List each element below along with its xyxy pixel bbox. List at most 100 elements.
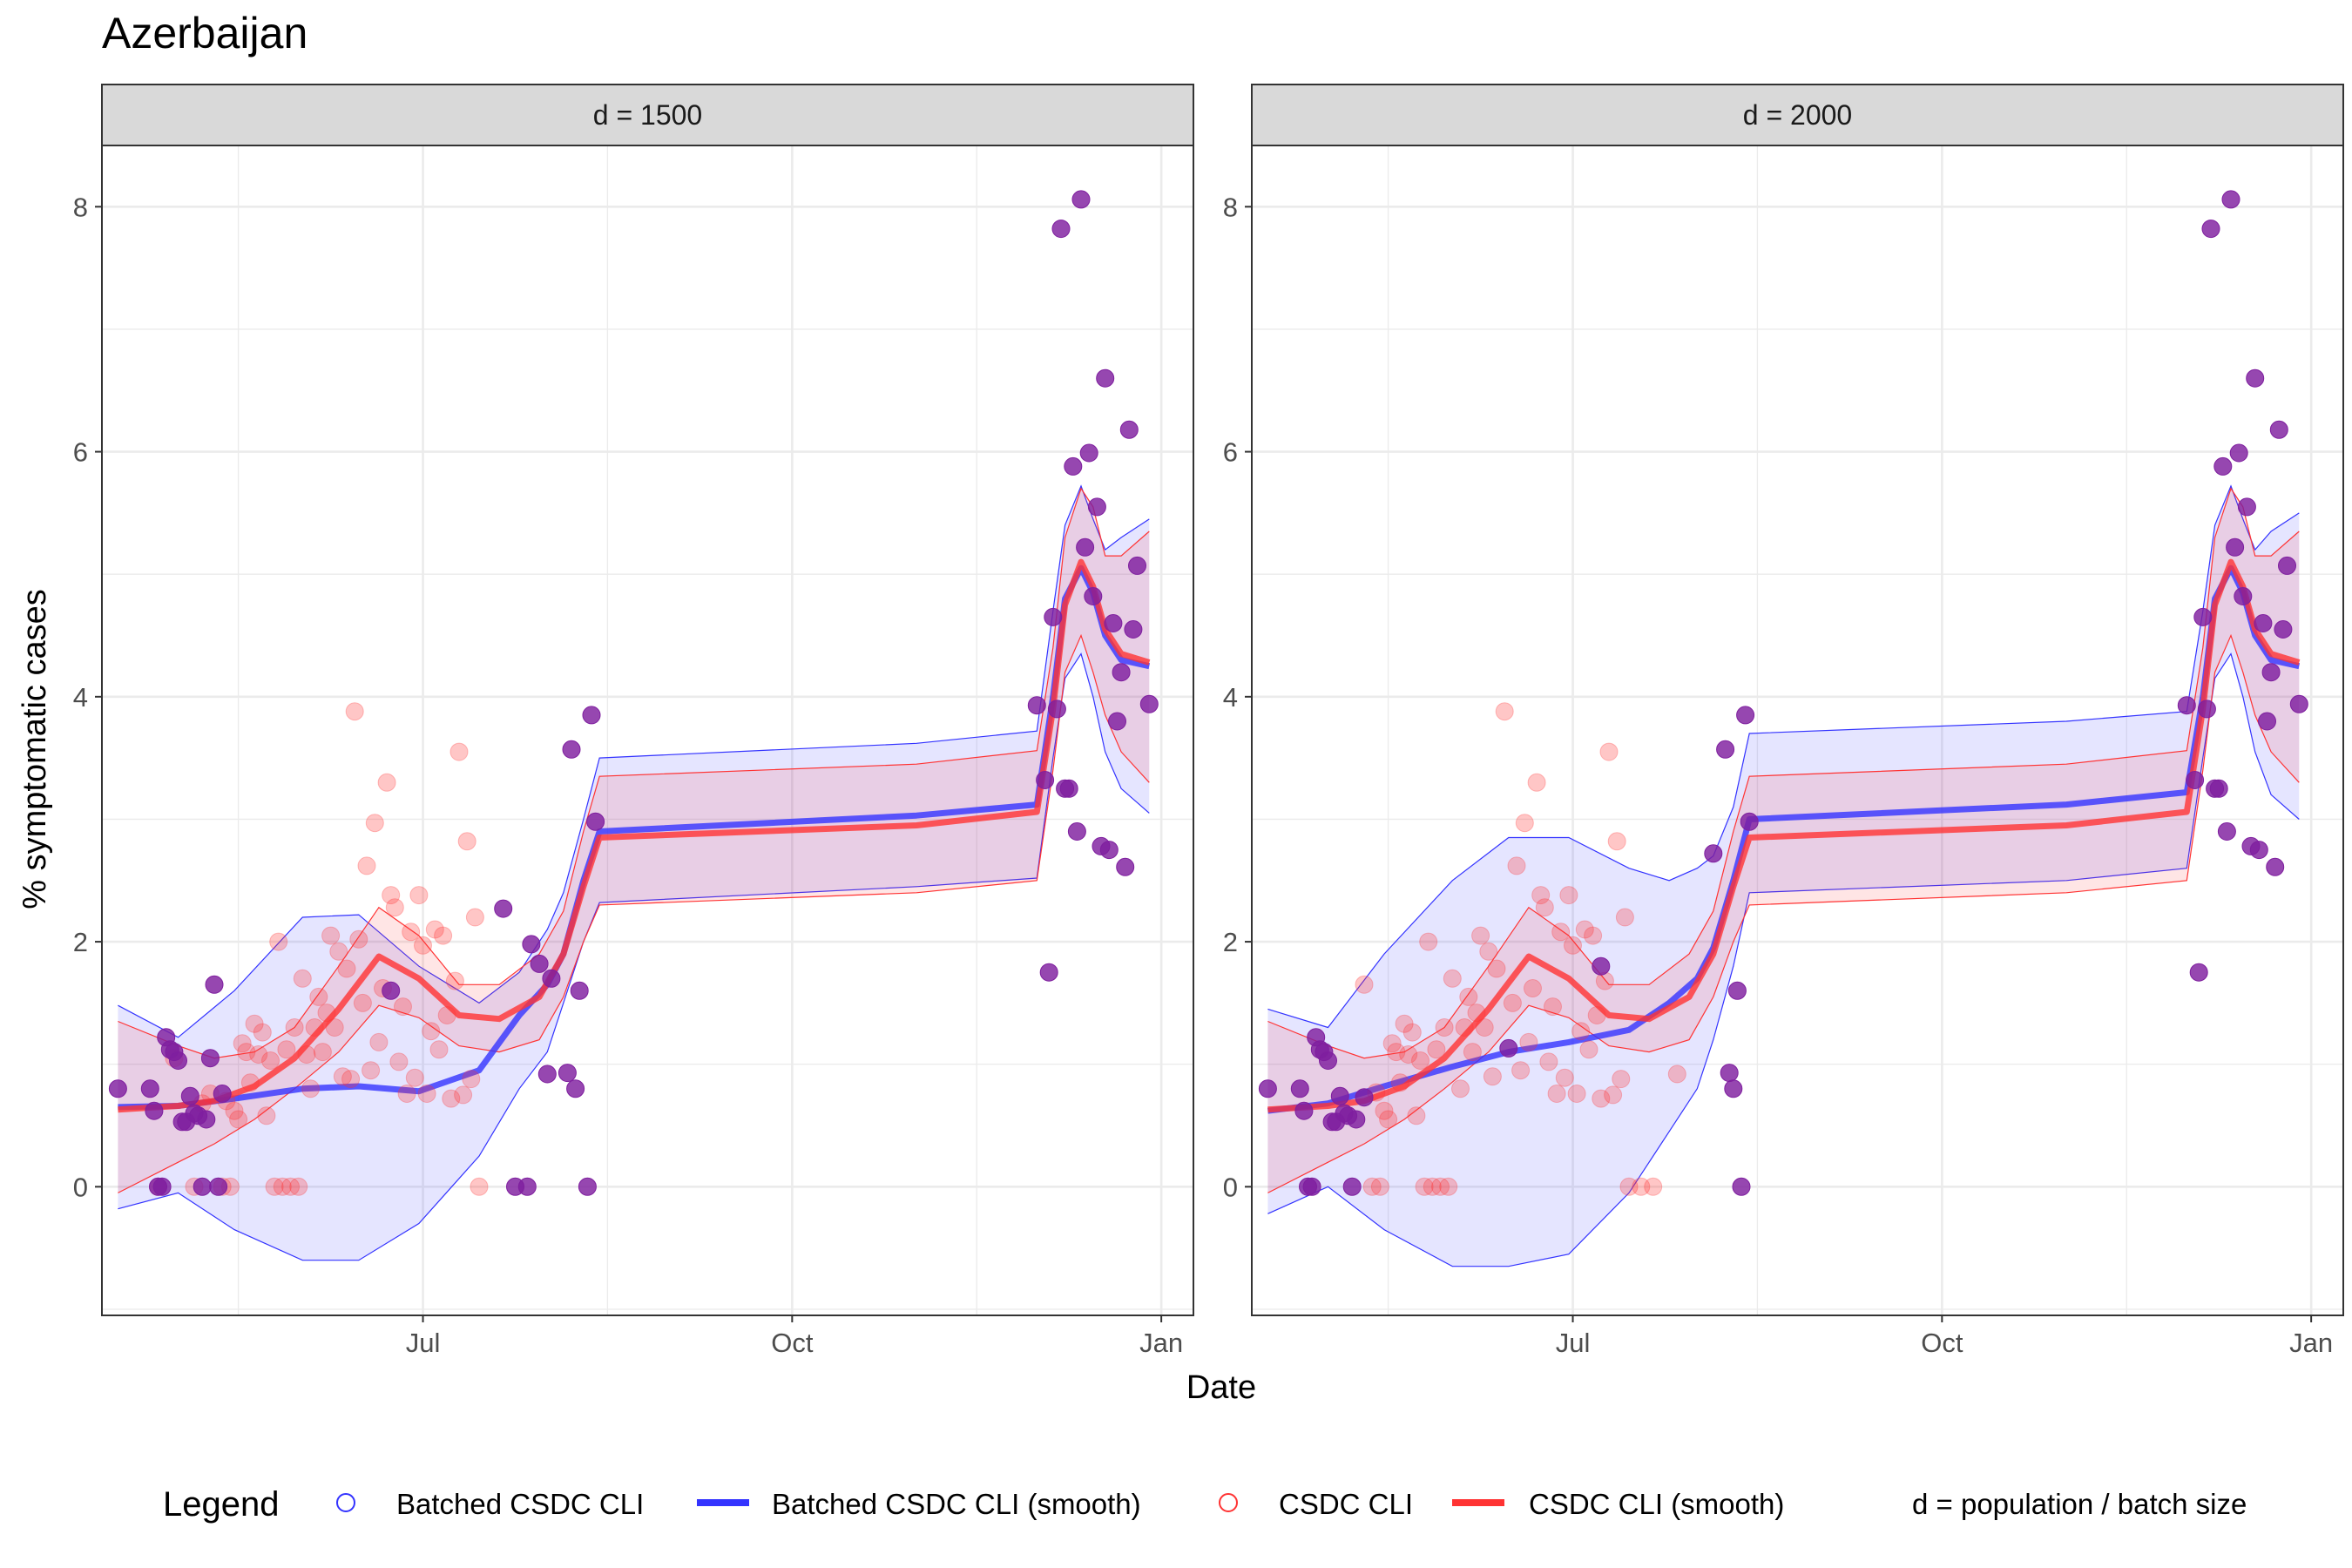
batched-cli-point	[1499, 1038, 1518, 1058]
chart-title: Azerbaijan	[102, 9, 308, 57]
csdc-cli-point	[1435, 1018, 1454, 1037]
csdc-cli-point	[437, 1006, 456, 1024]
csdc-cli-point	[1527, 773, 1546, 792]
csdc-cli-point	[1507, 856, 1526, 875]
batched-cli-point	[1047, 700, 1066, 719]
csdc-cli-point	[1355, 975, 1374, 994]
csdc-cli-point	[1571, 1022, 1591, 1041]
csdc-cli-point	[337, 959, 356, 978]
batched-cli-point	[1071, 190, 1091, 209]
csdc-cli-point	[1399, 1045, 1418, 1064]
csdc-cli-point	[1579, 1040, 1598, 1059]
csdc-cli-point	[414, 936, 432, 955]
csdc-cli-point	[462, 1070, 481, 1089]
batched-cli-point	[522, 935, 541, 954]
batched-cli-point	[2274, 620, 2293, 639]
batched-cli-point	[1290, 1079, 1309, 1098]
csdc-cli-point	[313, 1043, 332, 1062]
csdc-cli-point	[233, 1034, 252, 1053]
csdc-cli-point	[253, 1023, 272, 1042]
batched-cli-point	[1294, 1101, 1314, 1120]
smooth-line-csdc	[118, 558, 1151, 1113]
csdc-cli-point	[273, 1177, 292, 1196]
batched-cli-point	[2258, 712, 2276, 731]
csdc-cli-point	[1592, 1089, 1611, 1108]
x-tick-label: Jul	[406, 1328, 441, 1358]
batched-cli-point	[1139, 694, 1159, 713]
y-axis-label: % symptomatic cases	[17, 589, 53, 909]
csdc-cli-point	[289, 1177, 308, 1196]
csdc-cli-point	[405, 1068, 424, 1087]
csdc-cli-point	[1455, 1018, 1474, 1037]
csdc-cli-point	[1483, 1067, 1502, 1086]
csdc-cli-point	[369, 1032, 389, 1051]
csdc-cli-point	[1431, 1177, 1450, 1196]
batched-cli-point	[2261, 663, 2281, 682]
csdc-cli-point	[1607, 832, 1626, 851]
csdc-cli-point	[1551, 923, 1571, 942]
batched-cli-point	[2269, 420, 2288, 439]
batched-cli-point	[1732, 1177, 1751, 1196]
facet-panel-d2000: d = 2000 0 2 4 6 8 Jul Oct Jan	[1223, 84, 2344, 1358]
csdc-cli-point	[281, 1177, 300, 1196]
csdc-cli-point	[1575, 920, 1594, 939]
csdc-cli-point	[365, 814, 384, 833]
batched-cli-point	[2234, 587, 2253, 605]
batched-cli-point	[2197, 700, 2216, 719]
batched-cli-point	[1119, 420, 1139, 439]
y-tick-label: 8	[1223, 192, 1238, 222]
csdc-cli-point	[1584, 926, 1603, 945]
batched-cli-point	[1704, 844, 1723, 863]
csdc-cli-point	[1667, 1064, 1686, 1084]
y-tick-label: 2	[73, 927, 88, 957]
batched-cli-point	[1330, 1086, 1349, 1105]
csdc-cli-point	[1587, 1006, 1606, 1024]
csdc-cli-point	[341, 1070, 361, 1089]
batched-cli-point	[2226, 537, 2245, 557]
batched-cli-point	[1076, 537, 1095, 557]
csdc-cli-point	[434, 926, 453, 945]
batched-cli-point	[1059, 779, 1078, 798]
csdc-cli-point	[422, 1022, 441, 1041]
csdc-cli-point	[1387, 1043, 1406, 1062]
csdc-cli-point	[402, 923, 421, 942]
batched-cli-point	[1740, 812, 1759, 831]
csdc-cli-point	[445, 971, 464, 990]
csdc-cli-point	[329, 942, 348, 961]
csdc-cli-point	[1407, 1106, 1426, 1125]
batched-cli-point	[1347, 1110, 1366, 1129]
batched-cli-point	[1084, 587, 1103, 605]
batched-cli-point	[1124, 620, 1143, 639]
csdc-cli-point	[1439, 1177, 1458, 1196]
batched-cli-point	[197, 1110, 216, 1129]
panel-background	[102, 145, 1193, 1315]
legend-note: d = population / batch size	[1912, 1488, 2247, 1520]
batched-cli-point	[193, 1177, 212, 1196]
batched-cli-point	[1592, 956, 1611, 976]
csdc-cli-point	[385, 898, 404, 917]
batched-cli-point	[140, 1079, 159, 1098]
csdc-cli-point	[362, 1061, 381, 1080]
batched-cli-point	[1079, 443, 1098, 463]
csdc-cli-point	[297, 1045, 316, 1064]
batched-cli-point	[1064, 456, 1083, 476]
batched-cli-point	[2237, 497, 2256, 517]
csdc-cli-point	[305, 1018, 324, 1037]
batched-cli-point	[152, 1177, 172, 1196]
batched-cli-point	[209, 1177, 228, 1196]
csdc-cli-point	[1555, 1068, 1574, 1087]
csdc-cli-point	[1567, 1085, 1586, 1103]
csdc-cli-point	[1395, 1014, 1414, 1033]
csdc-cli-point	[353, 993, 372, 1012]
csdc-cli-point	[1370, 1177, 1389, 1196]
csdc-cli-point	[1390, 1073, 1409, 1092]
band-lower-edge	[1267, 633, 2300, 1193]
y-tick-label: 0	[73, 1172, 88, 1202]
csdc-cli-point	[229, 1110, 248, 1129]
batched-cli-point	[1342, 1177, 1362, 1196]
csdc-cli-point	[349, 929, 368, 949]
batched-cli-point	[1087, 497, 1106, 517]
band-upper-edge	[1267, 487, 2300, 1059]
csdc-cli-point	[442, 1089, 461, 1108]
batched-cli-point	[2221, 190, 2240, 209]
